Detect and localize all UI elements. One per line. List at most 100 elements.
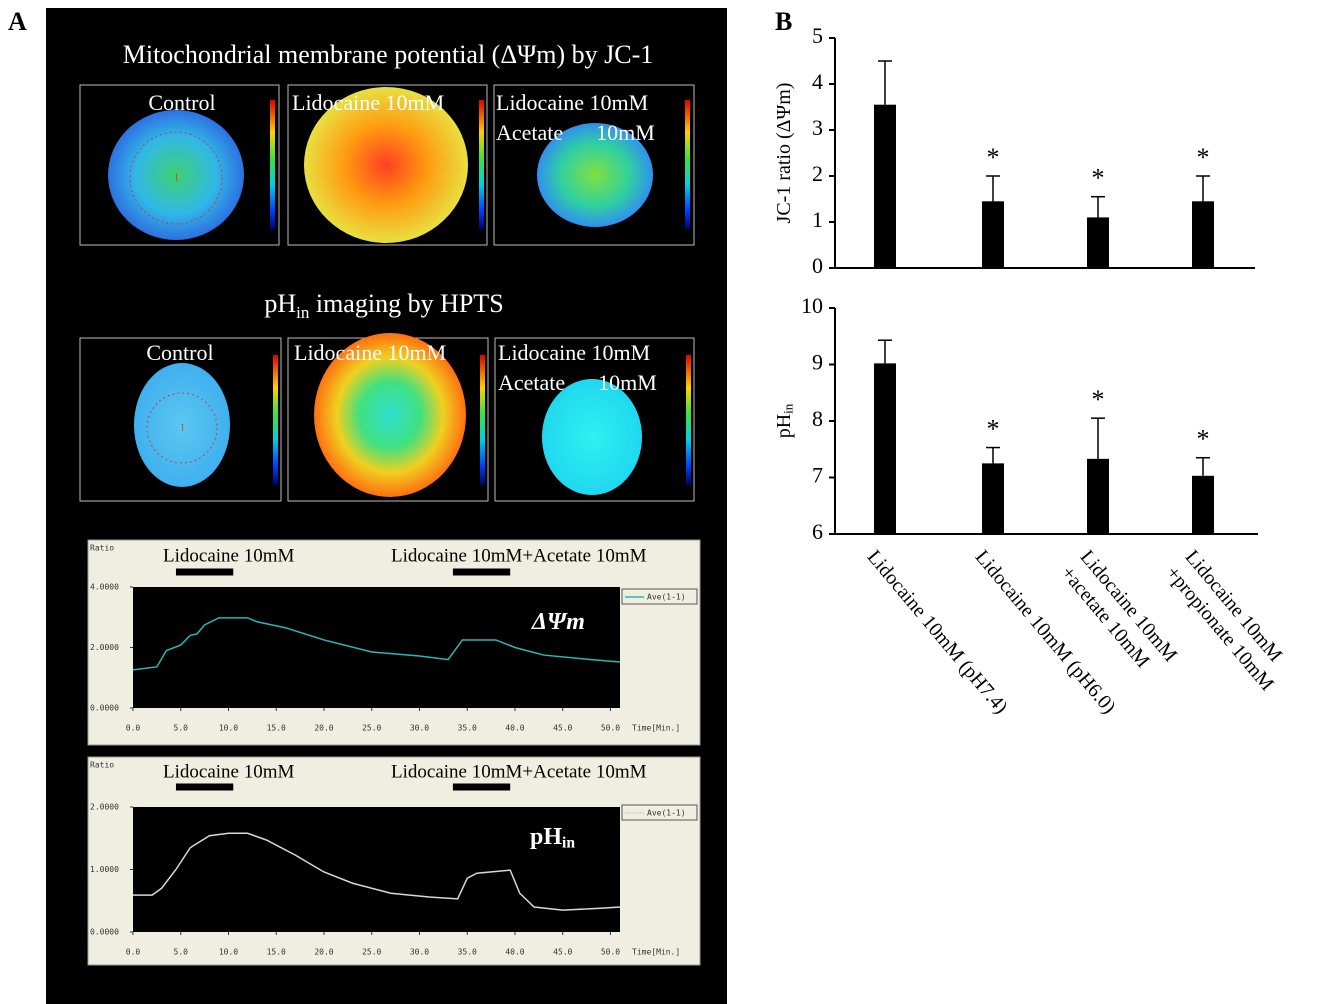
bar <box>1087 458 1109 534</box>
label-part: in <box>781 403 796 414</box>
label: pHin <box>530 824 575 852</box>
cell-image <box>542 379 642 495</box>
bar <box>982 201 1004 268</box>
x-tick-label: 25.0 <box>362 724 381 733</box>
colorbar <box>480 355 485 485</box>
colorbar <box>685 100 690 230</box>
x-tick-label: 0.0 <box>126 948 141 957</box>
legend-label: Ave(1-1) <box>647 809 686 818</box>
trace-line <box>132 617 621 671</box>
roi <box>146 392 218 464</box>
colorbar <box>270 100 275 230</box>
x-tick-label: 40.0 <box>505 948 524 957</box>
x-tick-label: 25.0 <box>362 948 381 957</box>
bar <box>1192 475 1214 534</box>
legend-box <box>621 588 698 605</box>
x-tick-label: 5.0 <box>174 948 189 957</box>
significance-mark: * <box>1197 425 1210 454</box>
x-tick-label: 20.0 <box>314 724 333 733</box>
y-tick-label: 3 <box>812 115 823 140</box>
significance-mark: * <box>1197 143 1210 172</box>
y-tick-label: 4.0000 <box>90 583 119 592</box>
cell-image <box>537 123 653 227</box>
x-axis-label: Time[Min.] <box>632 948 680 957</box>
x-tick-label: 50.0 <box>601 724 620 733</box>
label-part: pH <box>530 824 562 850</box>
image-label: Acetate 10mM <box>498 370 657 395</box>
roi-label: 1 <box>180 422 185 433</box>
trace-line <box>133 832 621 911</box>
y-tick-label: 4 <box>812 69 823 94</box>
y-tick-label: 2 <box>812 161 823 186</box>
bar <box>1192 201 1214 268</box>
x-tick-label: 35.0 <box>458 948 477 957</box>
x-tick-label: 15.0 <box>267 724 286 733</box>
y-tick-label: 7 <box>812 463 823 488</box>
image-label: Control <box>148 90 215 115</box>
plot-area <box>133 587 620 708</box>
label: ΔΨm <box>531 609 585 635</box>
legend-box <box>621 804 698 821</box>
x-tick-label: 45.0 <box>553 948 572 957</box>
y-tick-label: 2.0000 <box>90 803 119 812</box>
significance-mark: * <box>987 143 1000 172</box>
significance-mark: * <box>987 415 1000 444</box>
label-part: in <box>562 834 575 851</box>
category-label: Lidocaine 10mM+propionate 10mM <box>1161 546 1286 695</box>
y-axis-label: Ratio <box>90 544 114 553</box>
y-axis-label: Ratio <box>90 761 114 770</box>
x-tick-label: 0.0 <box>126 724 141 733</box>
colorbar <box>273 355 278 485</box>
y-tick-label: 10 <box>801 293 823 318</box>
x-axis-label: Time[Min.] <box>632 724 680 733</box>
bar <box>1087 217 1109 268</box>
plot-area <box>133 807 620 932</box>
cell-image <box>314 333 466 497</box>
roi <box>129 131 223 225</box>
significance-mark: * <box>1092 164 1105 193</box>
label: JC-1 ratio (ΔΨm) <box>773 83 795 224</box>
label-part: JC-1 ratio (ΔΨm) <box>773 83 795 224</box>
y-tick-label: 0 <box>812 253 823 278</box>
x-tick-label: 50.0 <box>601 948 620 957</box>
cell-image <box>304 87 468 243</box>
bar <box>874 363 896 534</box>
image-row-title: Mitochondrial membrane potential (ΔΨm) b… <box>123 40 654 69</box>
x-tick-label: 10.0 <box>219 724 238 733</box>
colorbars <box>270 100 691 485</box>
panel-label: A <box>8 7 27 36</box>
y-tick-label: 8 <box>812 406 823 431</box>
colorbar <box>479 100 484 230</box>
cell-image <box>134 363 230 487</box>
significance-mark: * <box>1092 385 1105 414</box>
image-label: Lidocaine 10mM <box>496 90 648 115</box>
legend-label: Ave(1-1) <box>647 593 686 602</box>
label-part: ΔΨm <box>531 609 585 635</box>
panel-label: B <box>775 7 792 36</box>
label: pHin <box>773 403 796 438</box>
y-tick-label: 0.0000 <box>90 704 119 713</box>
y-tick-label: 6 <box>812 519 823 544</box>
image-label: Control <box>146 340 213 365</box>
y-tick-label: 2.0000 <box>90 643 119 652</box>
event-label: Lidocaine 10mM+Acetate 10mM <box>391 545 647 566</box>
x-tick-label: 15.0 <box>267 948 286 957</box>
y-tick-label: 5 <box>812 23 823 48</box>
label-part: pH <box>773 414 795 438</box>
x-tick-label: 10.0 <box>219 948 238 957</box>
x-tick-label: 20.0 <box>314 948 333 957</box>
bar <box>982 463 1004 534</box>
image-label: Lidocaine 10mM <box>498 340 650 365</box>
x-tick-label: 30.0 <box>410 948 429 957</box>
x-tick-label: 45.0 <box>553 724 572 733</box>
x-tick-label: 30.0 <box>410 724 429 733</box>
y-tick-label: 0.0000 <box>90 928 119 937</box>
y-tick-label: 9 <box>812 350 823 375</box>
event-label: Lidocaine 10mM+Acetate 10mM <box>391 761 647 782</box>
event-label: Lidocaine 10mM <box>163 545 294 566</box>
y-tick-label: 1 <box>812 207 823 232</box>
x-tick-label: 5.0 <box>174 724 189 733</box>
image-label: Lidocaine 10mM <box>294 340 446 365</box>
x-tick-label: 35.0 <box>458 724 477 733</box>
